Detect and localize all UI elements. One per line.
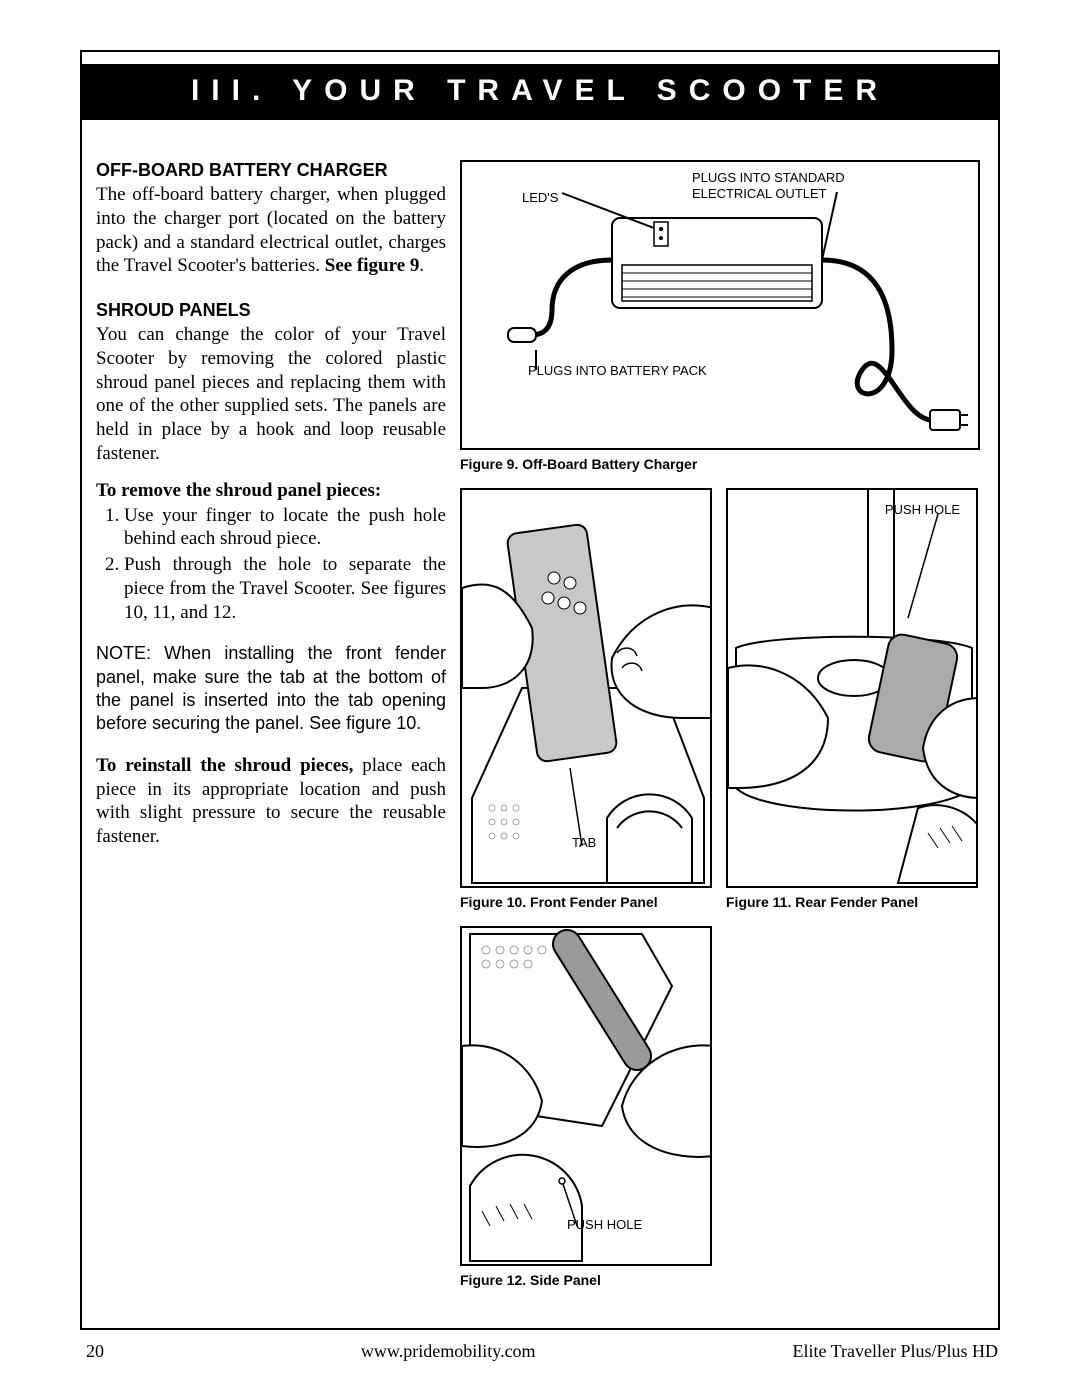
right-column: PLUGS INTO STANDARD ELECTRICAL OUTLET LE…: [460, 160, 984, 1288]
section-charger: OFF-BOARD BATTERY CHARGER The off-board …: [96, 160, 446, 278]
section-shroud: SHROUD PANELS You can change the color o…: [96, 300, 446, 849]
page-footer: 20 www.pridemobility.com Elite Traveller…: [82, 1341, 1002, 1362]
note-text: NOTE: When installing the front fender p…: [96, 642, 446, 736]
figure-9-caption: Figure 9. Off-Board Battery Charger: [460, 456, 984, 472]
figures-10-11-row: TAB: [460, 488, 984, 910]
fig9-label-leds: LED'S: [522, 190, 558, 205]
footer-page-number: 20: [86, 1341, 104, 1362]
footer-product: Elite Traveller Plus/Plus HD: [792, 1341, 998, 1362]
fig10-label-tab: TAB: [572, 835, 596, 850]
figure-12-box: PUSH HOLE: [460, 926, 712, 1266]
fig9-label-plugs-outlet-l2: ELECTRICAL OUTLET: [692, 186, 827, 201]
fig10-svg: [462, 488, 710, 888]
figure-12-container: PUSH HOLE: [460, 926, 712, 1288]
fig11-label-push: PUSH HOLE: [885, 502, 960, 517]
page-title-bar: III. YOUR TRAVEL SCOOTER: [82, 64, 998, 120]
fig11-svg: [728, 488, 976, 888]
fig9-label-plugs-outlet-l1: PLUGS INTO STANDARD: [692, 170, 845, 185]
body-reinstall: To reinstall the shroud pieces, place ea…: [96, 754, 446, 849]
body-shroud: You can change the color of your Travel …: [96, 323, 446, 466]
step-1: Use your finger to locate the push hole …: [124, 504, 446, 552]
body-charger-bold: See figure 9: [325, 255, 420, 276]
heading-charger: OFF-BOARD BATTERY CHARGER: [96, 160, 446, 181]
fig9-label-plugs-battery: PLUGS INTO BATTERY PACK: [528, 363, 707, 378]
figure-9-box: PLUGS INTO STANDARD ELECTRICAL OUTLET LE…: [460, 160, 980, 450]
figure-12-row: PUSH HOLE: [460, 926, 984, 1288]
fig12-svg: [462, 926, 710, 1266]
left-column: OFF-BOARD BATTERY CHARGER The off-board …: [96, 160, 446, 1288]
figure-10-container: TAB: [460, 488, 712, 910]
figure-9-container: PLUGS INTO STANDARD ELECTRICAL OUTLET LE…: [460, 160, 984, 472]
figure-10-caption: Figure 10. Front Fender Panel: [460, 894, 712, 910]
figure-11-box: PUSH HOLE: [726, 488, 978, 888]
step-2: Push through the hole to separate the pi…: [124, 553, 446, 624]
body-charger: The off-board battery charger, when plug…: [96, 183, 446, 278]
footer-url: www.pridemobility.com: [361, 1341, 536, 1362]
figure-12-caption: Figure 12. Side Panel: [460, 1272, 712, 1288]
reinstall-bold: To reinstall the shroud pieces,: [96, 755, 353, 776]
content-area: OFF-BOARD BATTERY CHARGER The off-board …: [82, 120, 998, 1288]
figure-11-container: PUSH HOLE: [726, 488, 978, 910]
figure-10-box: TAB: [460, 488, 712, 888]
figure-11-caption: Figure 11. Rear Fender Panel: [726, 894, 978, 910]
subheading-remove: To remove the shroud panel pieces:: [96, 480, 446, 502]
steps-list: Use your finger to locate the push hole …: [96, 504, 446, 625]
page-border: III. YOUR TRAVEL SCOOTER OFF-BOARD BATTE…: [80, 50, 1000, 1330]
heading-shroud: SHROUD PANELS: [96, 300, 446, 321]
fig12-label-push: PUSH HOLE: [567, 1217, 642, 1232]
